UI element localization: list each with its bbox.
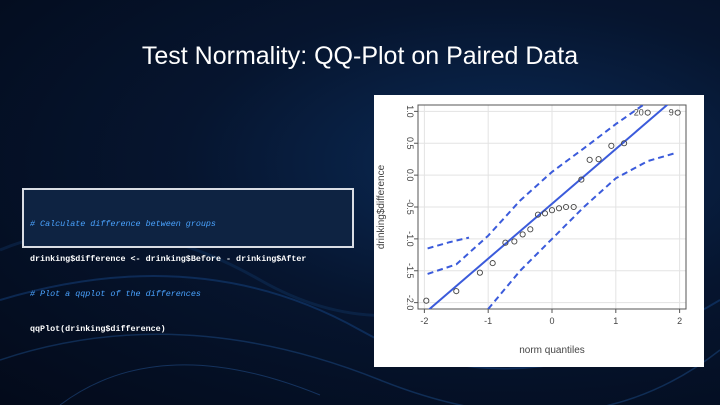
plot-area (423, 105, 681, 309)
data-point (674, 109, 681, 116)
y-tick-label: 0.0 (405, 169, 415, 182)
data-point (608, 142, 615, 149)
data-point (489, 260, 496, 267)
data-point (595, 156, 602, 163)
x-tick-label: 0 (549, 316, 554, 326)
data-point (423, 297, 430, 304)
y-tick-label: -2.0 (405, 295, 415, 311)
y-tick-label: 0.5 (405, 137, 415, 150)
code-line-1: drinking$difference <- drinking$Before -… (30, 253, 307, 264)
data-point (621, 140, 628, 147)
code-comment-1: # Calculate difference between groups (30, 219, 216, 230)
data-point (502, 239, 509, 246)
x-tick-label: -2 (420, 316, 428, 326)
x-axis-label: norm quantiles (519, 345, 585, 356)
x-tick-label: 2 (677, 316, 682, 326)
qq-plot-panel: -2 -1 0 1 2 -2.0 -1.5 -1.0 -0.5 0.0 0.5 1.0 norm qua… (374, 95, 704, 367)
code-comment-2: # Plot a qqplot of the differences (30, 288, 201, 299)
data-point (511, 238, 518, 245)
data-point (476, 269, 483, 276)
y-tick-label: -1.0 (405, 231, 415, 247)
slide-title: Test Normality: QQ-Plot on Paired Data (141, 42, 579, 70)
point-label: 20 (634, 108, 644, 118)
data-point (555, 205, 563, 212)
data-point (570, 203, 577, 211)
data-point (548, 207, 556, 214)
data-point (644, 109, 651, 116)
confidence-band-lower (487, 151, 677, 309)
y-tick-label: -0.5 (405, 199, 415, 215)
data-point (562, 203, 570, 211)
confidence-band-upper (427, 105, 645, 275)
point-label: 9 (669, 108, 674, 118)
x-tick-label: 1 (613, 316, 618, 326)
y-tick-label: 1.0 (405, 105, 415, 118)
data-point (534, 211, 542, 218)
data-point (527, 226, 534, 233)
reference-line (428, 105, 669, 309)
data-point (578, 176, 585, 183)
qq-plot: -2 -1 0 1 2 -2.0 -1.5 -1.0 -0.5 0.0 0.5 1.0 norm qua… (376, 104, 687, 356)
data-point (519, 231, 526, 238)
data-point (453, 288, 460, 295)
x-tick-label: -1 (484, 316, 492, 326)
y-tick-label: -1.5 (405, 263, 415, 279)
code-block: # Calculate difference between groups dr… (22, 188, 354, 334)
data-point (541, 210, 549, 217)
data-point (586, 156, 593, 163)
confidence-band-upper-left (427, 236, 470, 250)
code-line-2: qqPlot(drinking$difference) (30, 323, 166, 334)
y-axis-label: drinking$difference (376, 164, 387, 249)
